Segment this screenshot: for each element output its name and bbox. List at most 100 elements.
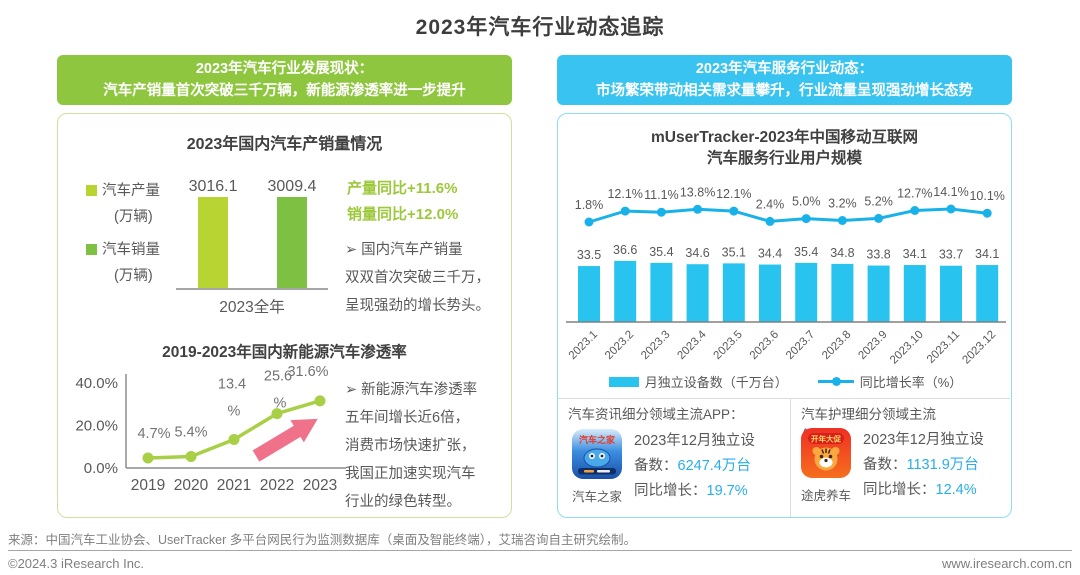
line-point (656, 207, 666, 217)
growth-label: 12.1% (716, 187, 751, 201)
x-tick-label: 2023.12 (960, 329, 998, 367)
data-point (185, 451, 197, 463)
auto-industry-panel: 2023年国内汽车产销量情况 汽车产量 (万辆) 汽车销量 (万辆) 3016.1 30… (57, 113, 512, 518)
app-stats-text: 2023年12月独立设备数：6247.4万台 同比增长：19.7% (634, 429, 764, 505)
auto-service-panel: mUserTracker-2023年中国移动互联网 汽车服务行业用户规模 33.… (557, 113, 1012, 518)
app-card-auto-care: 汽车护理细分领域主流APP： 开年大促 (791, 399, 1010, 517)
bar-value-label: 33.8 (866, 248, 890, 262)
line-swatch (817, 377, 854, 386)
copyright: ©2024.3 iResearch Inc. (8, 556, 145, 571)
device-bar (831, 263, 854, 322)
user-scale-legend: 月独立设备数（千万台） 同比增长率（%） (558, 372, 1013, 391)
legend-swatch (86, 185, 97, 196)
x-tick-label: 2021 (217, 477, 251, 494)
svg-text:汽车之家: 汽车之家 (579, 434, 616, 445)
line-point (729, 206, 739, 216)
legend-swatch (86, 244, 97, 255)
bar-column: 3009.4 (267, 178, 317, 288)
app-name-label: 途虎养车 (800, 489, 851, 503)
x-axis-line (176, 288, 328, 290)
line-point (982, 208, 992, 218)
bar-value-label: 35.4 (794, 245, 818, 259)
line-point (837, 216, 847, 225)
bar (198, 197, 229, 288)
x-tick-label: 2023.9 (856, 329, 889, 362)
growth-line (588, 207, 988, 224)
user-scale-combo-chart: 33.5 36.6 35.4 34.6 35.1 34.4 35.4 34.8 33.8 34.1… (566, 185, 1006, 367)
app-card-auto-info: 汽车资讯细分领域主流APP： 汽车之家 (558, 399, 791, 517)
line-point (765, 216, 775, 226)
line-point (620, 206, 630, 216)
app-category-label: 汽车资讯细分领域主流APP： (568, 407, 744, 422)
line-point (693, 204, 703, 214)
growth-value: 12.4% (935, 482, 977, 498)
bar-column: 3016.1 (189, 178, 238, 288)
production-sales-chart-title: 2023年国内汽车产销量情况 (186, 136, 383, 153)
stat-prefix: 2023年12月独立设备数： (863, 432, 984, 473)
growth-label: 2.4% (756, 197, 785, 211)
device-bar (976, 265, 999, 322)
data-point (142, 452, 154, 464)
x-tick-label: 2023.8 (820, 329, 853, 362)
bar-value-label: 34.6 (685, 246, 709, 260)
svg-text:开年大促: 开年大促 (811, 434, 841, 444)
growth-label: 14.1% (933, 185, 968, 199)
growth-prefix: 同比增长： (863, 482, 936, 498)
x-tick-label: 2020 (174, 477, 209, 494)
bar-value-label: 3016.1 (188, 178, 238, 195)
page-title: 2023年汽车行业动态追踪 (415, 16, 665, 39)
y-tick-label: 40.0% (75, 375, 118, 392)
x-tick-label: 2023.11 (925, 329, 962, 366)
nev-penetration-line-chart: 40.0% 20.0% 0.0% 4.7% 5.4% 13.4% 25.6% 31.6% 201… (75, 366, 346, 494)
growth-value: 19.7% (706, 483, 748, 499)
autohome-app-icon: 汽车之家 (572, 429, 622, 479)
growth-label: 13.8% (680, 185, 715, 199)
app-stats-text: 2023年12月独立设备数：1131.9万台 同比增长：12.4% (863, 428, 993, 504)
device-bar (867, 265, 890, 322)
x-tick-label: 2023.7 (784, 329, 817, 362)
production-sales-legend: 汽车产量 (万辆) 汽车销量 (万辆) (86, 178, 160, 296)
x-tick-label: 2023.10 (888, 329, 926, 367)
point-label: 31.6% (287, 366, 328, 380)
legend-item-growth: 同比增长率（%） (817, 372, 962, 391)
device-bar (650, 262, 673, 322)
growth-label: 1.8% (575, 198, 604, 212)
bar-value-label: 34.4 (758, 247, 782, 261)
stat-value: 1131.9万台 (906, 457, 979, 473)
bar-value-label: 3009.4 (267, 178, 317, 196)
point-label: 25.6 (264, 369, 292, 385)
website-link[interactable]: www.iresearch.com.cn (941, 556, 1072, 571)
growth-prefix: 同比增长： (634, 483, 707, 499)
bar-value-label: 33.5 (577, 248, 601, 262)
bar-value-label: 35.1 (722, 245, 746, 259)
line-point (801, 214, 811, 224)
left-section-header: 2023年汽车行业发展现状： 汽车产销量首次突破三千万辆，新能源渗透率进一步提升 (57, 55, 512, 105)
app-row: 开年大促 途虎养车 2023年12月独立设备数：1131.9万台 同比增长：1 (797, 428, 1002, 504)
growth-label: 12.1% (607, 187, 642, 201)
x-tick-label: 2023.1 (567, 329, 600, 362)
y-tick-label: 20.0% (75, 418, 118, 435)
x-tick-label: 2023.5 (712, 329, 745, 362)
line-point (910, 206, 920, 215)
line-point (584, 217, 594, 227)
bar (276, 197, 307, 288)
growth-label: 10.1% (969, 189, 1004, 203)
point-label: 4.7% (137, 426, 170, 442)
growth-label: 3.2% (828, 197, 857, 211)
data-point (314, 395, 326, 407)
point-label-unit: % (274, 396, 287, 412)
legend-item-devices: 月独立设备数（千万台） (608, 372, 788, 391)
production-sales-note: ➢ 国内汽车产销量 双双首次突破三千万， 呈现强劲的增长势头。 (345, 242, 490, 314)
tuhu-app-icon: 开年大促 (801, 428, 851, 478)
x-tick-label: 2022 (260, 477, 294, 494)
data-point (271, 408, 283, 420)
point-label: 13.4 (218, 377, 246, 393)
data-point (228, 434, 240, 446)
app-icon-block: 开年大促 途虎养车 (797, 428, 855, 504)
bar-value-label: 34.1 (903, 247, 927, 261)
x-tick-label: 2019 (131, 477, 165, 494)
app-name-label: 汽车之家 (571, 490, 622, 504)
production-sales-bar-chart: 3016.1 3009.4 (179, 177, 326, 288)
growth-label: 5.0% (792, 195, 821, 209)
x-tick-label: 2023 (303, 477, 337, 494)
